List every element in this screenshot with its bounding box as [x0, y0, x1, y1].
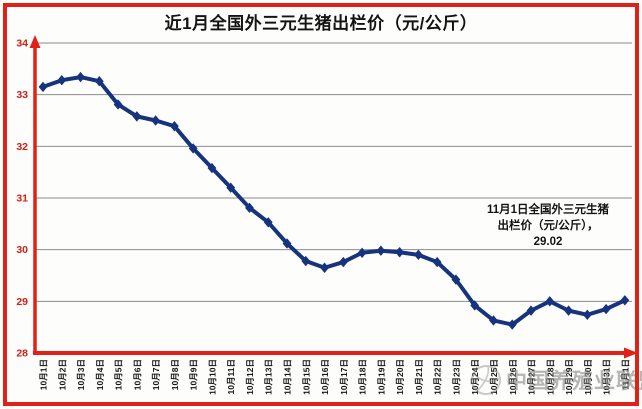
data-point-marker — [545, 296, 555, 307]
x-tick-label: 10月13日 — [264, 359, 274, 395]
data-point-marker — [320, 262, 329, 273]
data-point-marker — [263, 217, 273, 228]
y-tick-label: 31 — [16, 193, 28, 205]
x-tick-label: 10月3日 — [76, 359, 86, 390]
x-tick-label: 10月28日 — [545, 359, 555, 395]
data-point-marker — [432, 256, 442, 268]
y-tick-label: 32 — [16, 141, 28, 153]
x-tick-label: 10月25日 — [489, 359, 499, 395]
x-tick-label: 11月1日 — [620, 359, 630, 390]
data-point-marker — [395, 247, 405, 258]
x-tick-label: 10月21日 — [414, 359, 424, 395]
x-tick-label: 10月4日 — [95, 359, 105, 390]
x-tick-label: 10月12日 — [245, 359, 255, 395]
data-point-marker — [207, 162, 217, 174]
y-tick-label: 33 — [16, 89, 28, 101]
data-point-marker — [245, 202, 254, 214]
x-tick-label: 10月27日 — [527, 359, 537, 395]
price-series-line — [41, 75, 627, 327]
x-tick-label: 10月8日 — [170, 359, 180, 390]
x-tick-label: 10月14日 — [283, 359, 293, 395]
x-tick-label: 10月9日 — [189, 359, 199, 390]
data-point-marker — [526, 305, 536, 316]
x-tick-label: 10月18日 — [358, 359, 368, 395]
annotation-line: 11月1日全国外三元生猪 — [487, 202, 610, 216]
x-tick-label: 10月17日 — [339, 359, 349, 395]
data-point-marker — [357, 247, 367, 258]
data-point-marker — [601, 303, 611, 315]
x-tick-label: 10月19日 — [376, 359, 386, 395]
data-point-marker — [620, 295, 630, 306]
x-tick-label: 10月15日 — [301, 359, 311, 395]
x-tick-label: 10月26日 — [508, 359, 518, 395]
data-point-marker — [226, 182, 236, 193]
x-tick-label: 10月20日 — [395, 359, 405, 395]
data-point-marker — [57, 75, 67, 86]
chart-title: 近1月全国外三元生猪出栏价（元/公斤） — [164, 14, 478, 33]
data-point-marker — [414, 249, 423, 261]
data-point-marker — [376, 245, 386, 256]
y-tick-label: 28 — [16, 348, 28, 360]
x-axis-arrow-icon — [624, 347, 638, 359]
data-point-marker — [76, 71, 85, 83]
x-tick-label: 10月5日 — [114, 359, 124, 390]
x-tick-label: 10月30日 — [583, 359, 593, 395]
data-point-marker — [151, 115, 161, 126]
y-tick-label: 34 — [16, 38, 28, 50]
data-point-marker — [338, 256, 348, 268]
data-point-marker — [94, 76, 104, 87]
x-tick-label: 10月23日 — [451, 359, 461, 395]
data-point-marker — [169, 120, 179, 132]
x-tick-label: 10月22日 — [433, 359, 443, 395]
x-tick-label: 10月2日 — [57, 359, 67, 390]
x-tick-label: 10月7日 — [151, 359, 161, 390]
data-point-marker — [489, 315, 498, 326]
annotation-line: 出栏价（元/公斤）， — [498, 218, 599, 232]
data-point-marker — [132, 111, 142, 122]
x-tick-label: 10月10日 — [207, 359, 217, 395]
x-tick-label: 10月16日 — [320, 359, 330, 395]
annotation-line: 29.02 — [534, 236, 563, 248]
data-point-marker — [113, 99, 123, 110]
y-axis-arrow-icon — [29, 35, 41, 48]
data-point-marker — [282, 238, 292, 249]
x-tick-label: 10月29日 — [564, 359, 574, 395]
data-point-marker — [301, 255, 311, 267]
x-tick-label: 10月24日 — [470, 359, 480, 395]
x-tick-label: 10月6日 — [132, 359, 142, 390]
data-point-marker — [38, 81, 48, 93]
data-point-marker — [507, 319, 517, 330]
x-tick-label: 10月11日 — [226, 359, 236, 394]
x-tick-label: 10月31日 — [602, 359, 612, 395]
data-point-marker — [564, 305, 573, 316]
x-tick-label: 10月1日 — [39, 359, 49, 390]
data-point-marker — [470, 300, 480, 311]
data-point-marker — [582, 309, 592, 320]
data-point-marker — [188, 143, 198, 154]
y-tick-label: 29 — [16, 296, 28, 308]
data-point-marker — [451, 274, 461, 285]
y-tick-label: 30 — [16, 244, 28, 256]
